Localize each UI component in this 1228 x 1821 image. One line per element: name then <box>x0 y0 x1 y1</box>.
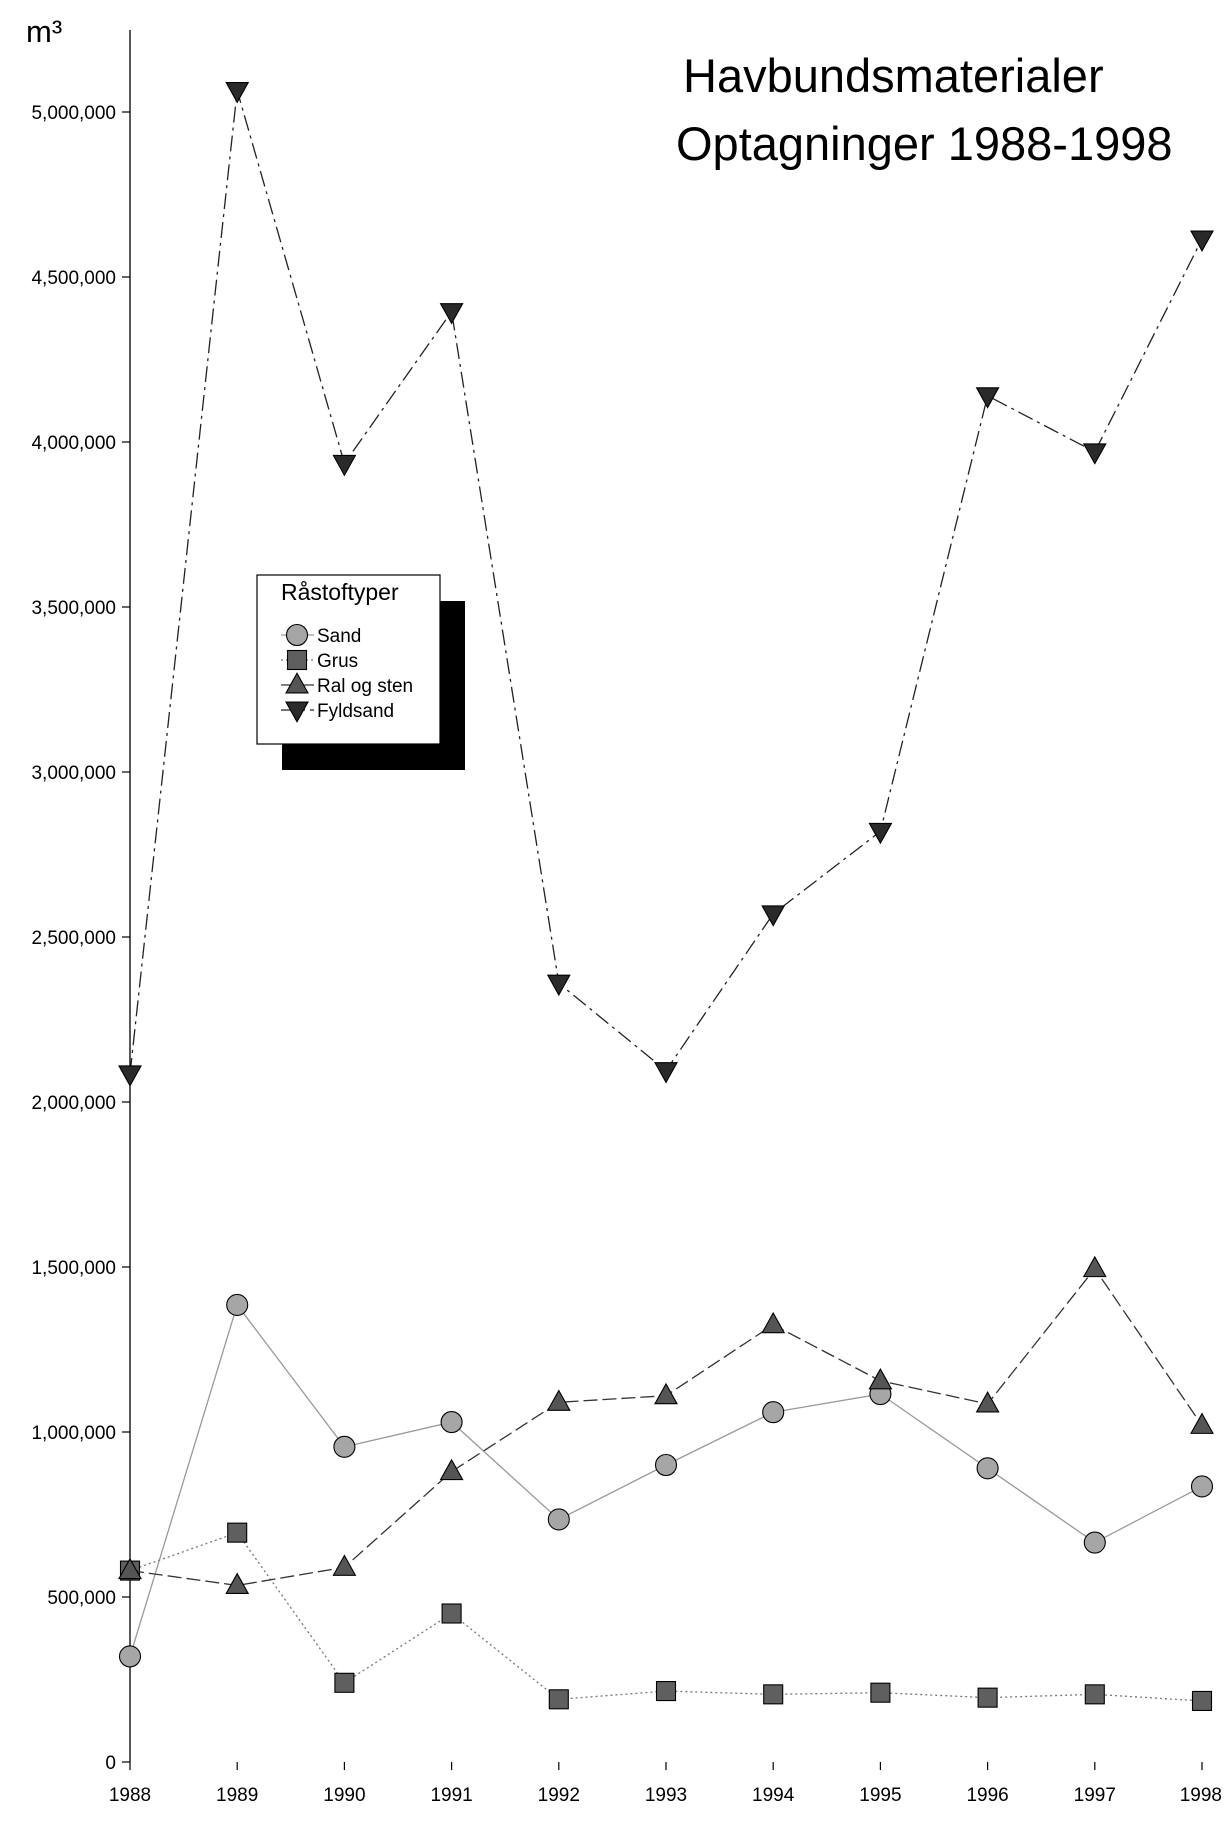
x-tick-label: 1988 <box>109 1785 151 1806</box>
data-point-sand <box>440 1411 463 1434</box>
data-point-sand <box>976 1457 999 1480</box>
data-point-grus <box>870 1682 891 1703</box>
y-tick-label: 2,500,000 <box>31 928 116 949</box>
x-tick-label: 1991 <box>430 1785 472 1806</box>
legend-title: Råstoftyper <box>281 579 399 605</box>
data-point-ral-og-sten <box>118 1557 142 1580</box>
data-point-fyldsand <box>546 974 571 997</box>
data-point-grus <box>1084 1684 1105 1705</box>
data-point-grus <box>334 1672 355 1693</box>
legend-marker <box>286 649 308 671</box>
y-tick-label: 2,000,000 <box>31 1093 116 1114</box>
data-point-fyldsand <box>654 1062 678 1084</box>
chart-axes: 0 500,000 1,000,000 1,500,000 2,000,000 2,500… <box>31 30 1222 1806</box>
data-point-grus <box>441 1603 462 1624</box>
legend-marker <box>285 701 309 723</box>
chart-series <box>118 82 1214 1711</box>
data-point-ral-og-sten <box>1190 1412 1214 1434</box>
data-point-ral-og-sten <box>1082 1255 1107 1278</box>
y-tick-label: 1,500,000 <box>31 1258 116 1279</box>
data-point-sand <box>118 1645 142 1668</box>
x-tick-label: 1998 <box>1180 1785 1222 1806</box>
legend-label: Fyldsand <box>317 701 394 722</box>
data-point-ral-og-sten <box>975 1391 1000 1413</box>
data-point-grus <box>977 1687 998 1708</box>
data-point-ral-og-sten <box>654 1382 678 1405</box>
x-tick-label: 1997 <box>1074 1785 1116 1806</box>
data-point-sand <box>1190 1475 1214 1498</box>
legend-marker <box>285 672 309 694</box>
series-line-sand <box>129 1303 1203 1657</box>
series-line-ral-og-sten <box>129 1267 1203 1587</box>
data-point-sand <box>547 1508 570 1531</box>
y-tick-label: 3,000,000 <box>31 763 116 784</box>
data-point-fyldsand <box>332 454 357 477</box>
y-axis-unit-label: m³ <box>26 14 62 49</box>
data-point-grus <box>1191 1690 1213 1711</box>
data-point-grus <box>548 1689 569 1710</box>
data-point-fyldsand <box>118 1065 142 1087</box>
legend-label: Ral og sten <box>317 676 413 697</box>
y-tick-label: 0 <box>105 1753 116 1774</box>
y-tick-label: 500,000 <box>47 1588 116 1609</box>
data-point-fyldsand <box>975 387 1000 409</box>
x-tick-label: 1996 <box>966 1785 1008 1806</box>
data-point-fyldsand <box>439 303 464 325</box>
y-tick-label: 4,500,000 <box>31 268 116 289</box>
data-point-ral-og-sten <box>439 1458 464 1481</box>
x-tick-label: 1994 <box>752 1785 795 1806</box>
data-point-grus <box>655 1681 677 1702</box>
legend-label: Sand <box>317 626 361 647</box>
data-point-fyldsand <box>1082 443 1107 465</box>
legend-item-grus: Grus <box>281 649 358 672</box>
data-point-sand <box>226 1293 249 1316</box>
data-point-ral-og-sten <box>546 1389 571 1411</box>
data-point-sand <box>333 1435 356 1458</box>
data-point-ral-og-sten <box>868 1367 893 1390</box>
y-tick-label: 4,000,000 <box>31 433 116 454</box>
legend-item-sand: Sand <box>281 623 361 647</box>
legend-label: Grus <box>317 651 358 672</box>
y-tick-label: 5,000,000 <box>31 103 116 124</box>
data-point-grus <box>763 1684 784 1705</box>
data-point-ral-og-sten <box>761 1311 786 1334</box>
legend-item-fyldsand: Fyldsand <box>281 701 394 723</box>
y-tick-label: 1,000,000 <box>31 1423 116 1444</box>
data-point-sand <box>762 1401 785 1424</box>
data-point-grus <box>227 1522 248 1543</box>
series-sand <box>118 1293 1214 1668</box>
data-point-sand <box>1083 1531 1106 1554</box>
series-line-grus <box>129 1531 1203 1702</box>
legend: Råstoftyper Sand Grus Ral og sten Fyldsand <box>256 574 465 770</box>
x-tick-label: 1989 <box>216 1785 258 1806</box>
legend-items: Sand Grus Ral og sten Fyldsand <box>281 623 413 723</box>
legend-marker <box>285 623 309 647</box>
x-tick-label: 1993 <box>645 1785 687 1806</box>
x-tick-label: 1995 <box>859 1785 901 1806</box>
chart-title-line-2: Optagninger 1988-1998 <box>676 117 1173 170</box>
data-point-sand <box>654 1453 678 1477</box>
series-fyldsand <box>118 82 1214 1087</box>
data-point-ral-og-sten <box>225 1572 250 1594</box>
data-point-fyldsand <box>868 822 893 845</box>
series-grus <box>119 1522 1213 1711</box>
x-tick-label: 1992 <box>538 1785 580 1806</box>
data-point-fyldsand <box>225 82 250 104</box>
legend-item-ral-og-sten: Ral og sten <box>281 672 413 697</box>
data-point-fyldsand <box>761 905 786 927</box>
chart-title-line-1: Havbundsmaterialer <box>683 49 1104 102</box>
data-point-ral-og-sten <box>332 1554 357 1576</box>
x-tick-label: 1990 <box>323 1785 365 1806</box>
data-point-fyldsand <box>1190 230 1214 252</box>
series-ral-og-sten <box>118 1255 1214 1594</box>
y-tick-label: 3,500,000 <box>31 598 116 619</box>
